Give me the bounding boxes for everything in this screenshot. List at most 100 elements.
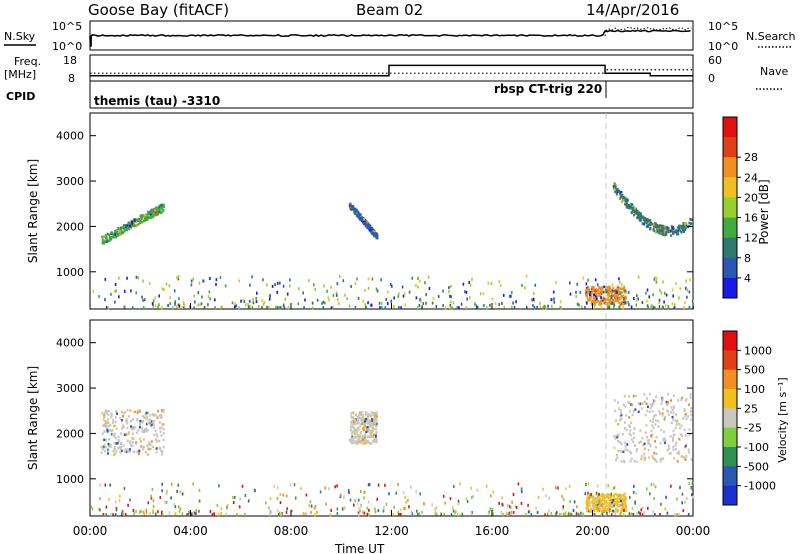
- echo-cell: [624, 301, 627, 304]
- echo-cell: [219, 276, 222, 279]
- echo-cell: [376, 289, 379, 293]
- colorbar-swatch: [723, 427, 737, 448]
- echo-cell: [123, 230, 126, 233]
- echo-cell: [410, 485, 412, 489]
- echo-cell: [674, 444, 677, 447]
- echo-cell: [152, 215, 155, 219]
- echo-cell: [622, 287, 625, 291]
- echo-cell: [366, 425, 369, 429]
- echo-cell: [113, 448, 116, 451]
- echo-cell: [623, 299, 626, 302]
- echo-cell: [249, 305, 251, 309]
- colorbar-swatch: [723, 197, 737, 218]
- echo-cell: [191, 512, 193, 516]
- echo-cell: [142, 510, 145, 514]
- echo-cell: [691, 493, 693, 497]
- nsky-series: [89, 29, 691, 47]
- echo-cell: [118, 276, 120, 280]
- echo-cell: [632, 440, 635, 444]
- echo-cell: [330, 285, 332, 289]
- echo-cell: [200, 302, 203, 306]
- echo-cell: [621, 300, 624, 304]
- echo-cell: [686, 496, 688, 500]
- echo-cell: [679, 229, 682, 233]
- echo-cell: [487, 511, 490, 515]
- echo-cell: [635, 491, 637, 495]
- echo-cell: [158, 204, 161, 208]
- echo-cell: [126, 226, 129, 229]
- echo-cell: [370, 228, 373, 231]
- echo-cell: [425, 301, 427, 305]
- echo-cell: [612, 289, 615, 293]
- echo-cell: [634, 212, 637, 215]
- echo-cell: [112, 424, 115, 428]
- echo-cell: [397, 294, 400, 298]
- echo-cell: [559, 300, 562, 304]
- echo-cell: [525, 512, 527, 516]
- echo-cell: [368, 414, 371, 418]
- echo-cell: [165, 282, 168, 286]
- echo-cell: [173, 503, 176, 507]
- echo-cell: [597, 300, 600, 303]
- echo-cell: [618, 277, 620, 281]
- echo-cell: [486, 306, 488, 310]
- echo-cell: [141, 215, 144, 219]
- freq-unit: [MHz]: [4, 68, 36, 81]
- echo-cell: [386, 290, 389, 294]
- echo-cell: [452, 509, 455, 513]
- echo-cell: [154, 413, 157, 417]
- echo-cell: [435, 305, 438, 308]
- echo-cell: [586, 509, 589, 513]
- echo-cell: [136, 411, 139, 414]
- echo-cell: [440, 512, 442, 516]
- echo-cell: [615, 458, 617, 462]
- echo-cell: [501, 502, 503, 506]
- echo-cell: [636, 212, 639, 215]
- echo-cell: [598, 493, 600, 496]
- echo-cell: [641, 506, 644, 510]
- echo-cell: [614, 186, 617, 189]
- echo-cell: [611, 299, 614, 303]
- echo-cell: [146, 443, 149, 447]
- echo-cell: [357, 216, 360, 219]
- echo-cell: [492, 512, 494, 516]
- echo-cell: [678, 227, 681, 230]
- echo-cell: [597, 289, 600, 292]
- echo-cell: [487, 281, 490, 285]
- echo-cell: [612, 500, 615, 504]
- echo-cell: [587, 278, 589, 282]
- echo-cell: [657, 420, 660, 423]
- cpid-label: CPID: [6, 90, 35, 103]
- echo-cell: [150, 440, 153, 443]
- echo-cell: [686, 295, 688, 299]
- echo-cell: [238, 306, 240, 310]
- echo-cell: [151, 421, 154, 424]
- echo-cell: [365, 440, 368, 443]
- noise-tick-low-left: 10^0: [52, 40, 82, 53]
- nave-series: [90, 69, 693, 74]
- echo-cell: [632, 512, 635, 516]
- echo-cell: [613, 188, 616, 191]
- echo-cell: [609, 298, 612, 301]
- echo-cell: [279, 492, 282, 496]
- echo-cell: [553, 297, 555, 301]
- echo-cell: [598, 294, 601, 297]
- echo-cell: [586, 301, 588, 305]
- echo-cell: [659, 460, 662, 463]
- echo-cell: [633, 297, 635, 300]
- echo-cell: [590, 301, 593, 304]
- echo-cell: [112, 421, 115, 424]
- echo-cell: [170, 496, 172, 500]
- echo-cell: [623, 509, 625, 512]
- echo-cell: [586, 498, 589, 501]
- echo-cell: [149, 447, 152, 451]
- echo-cell: [690, 222, 693, 225]
- echo-cell: [664, 507, 667, 511]
- echo-cell: [652, 223, 655, 227]
- echo-cell: [124, 449, 127, 453]
- echo-cell: [124, 289, 126, 293]
- echo-cell: [362, 222, 365, 225]
- echo-cell: [349, 498, 352, 502]
- echo-cell: [110, 292, 112, 296]
